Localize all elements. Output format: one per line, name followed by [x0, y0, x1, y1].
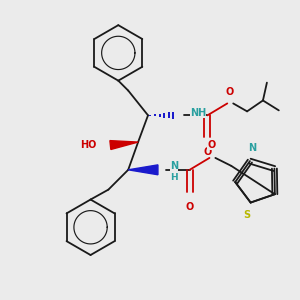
Text: HO: HO	[80, 140, 97, 150]
Text: O: O	[185, 202, 194, 212]
Text: S: S	[243, 211, 250, 220]
Text: N: N	[248, 143, 256, 153]
Polygon shape	[110, 141, 138, 149]
Text: O: O	[203, 147, 211, 157]
Text: H: H	[170, 173, 177, 182]
Text: NH: NH	[190, 108, 206, 118]
Text: O: O	[207, 140, 216, 150]
Text: N: N	[170, 161, 178, 171]
Text: O: O	[225, 86, 233, 97]
Polygon shape	[128, 165, 158, 175]
